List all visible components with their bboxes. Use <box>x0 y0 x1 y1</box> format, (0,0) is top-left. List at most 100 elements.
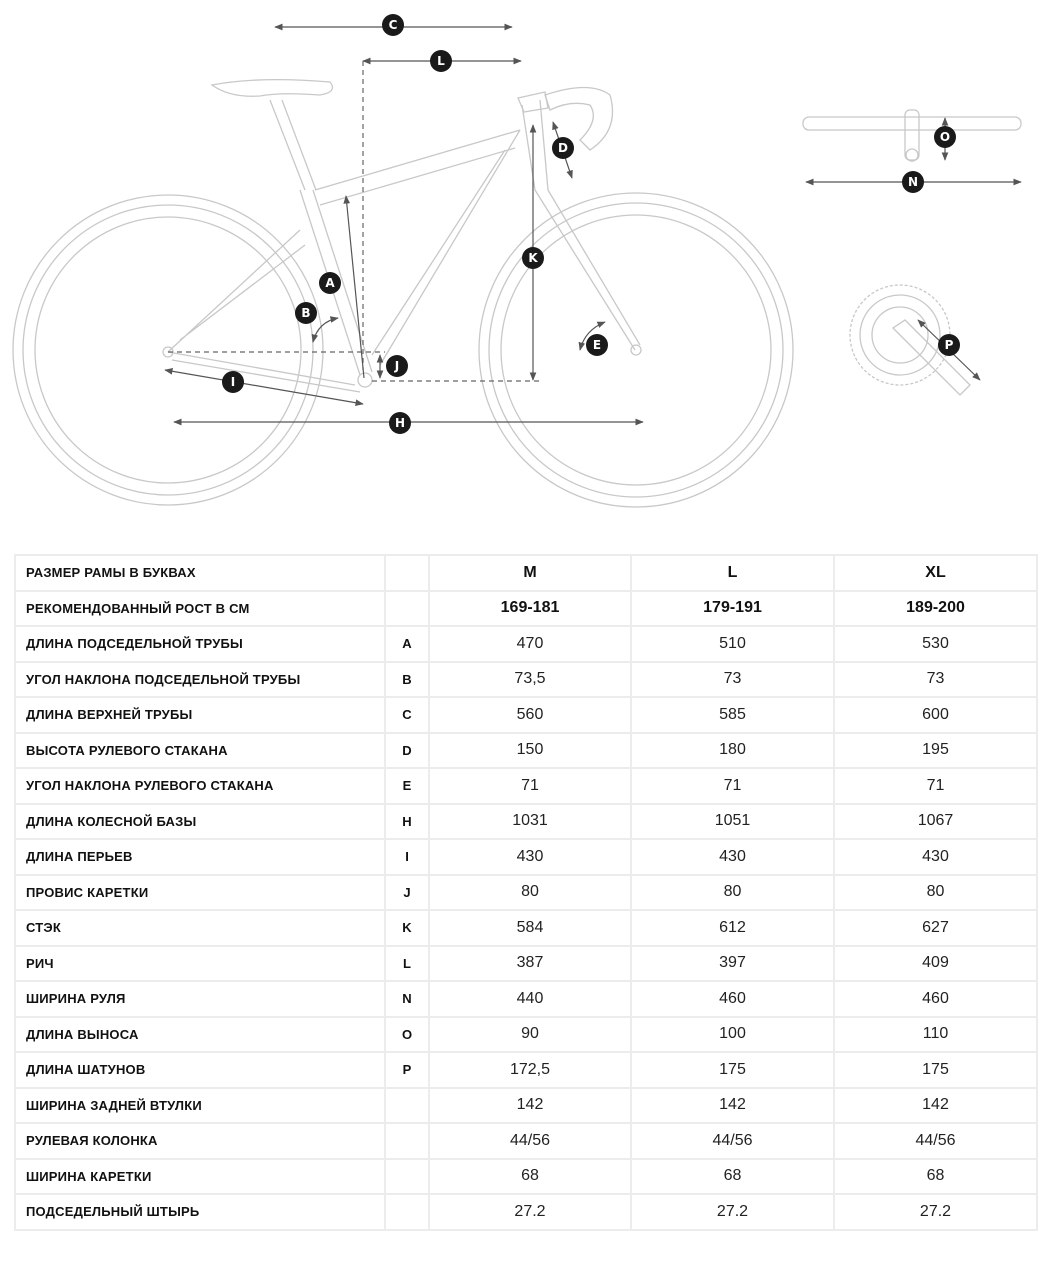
marker-n: N <box>902 171 924 193</box>
value-m: 142 <box>428 1086 632 1124</box>
value-m: 440 <box>428 980 632 1018</box>
value-xl: 627 <box>833 909 1038 947</box>
value-m: 73,5 <box>428 660 632 698</box>
value-m: 1031 <box>428 802 632 840</box>
value-l: 175 <box>630 1051 835 1089</box>
marker-h: H <box>389 412 411 434</box>
row-code: D <box>384 731 430 769</box>
table-row: СТЭК K 584 612 627 <box>14 909 1038 947</box>
table-row: РИЧ L 387 397 409 <box>14 944 1038 982</box>
value-xl: 195 <box>833 731 1038 769</box>
table-row: ДЛИНА ВЫНОСА O 90 100 110 <box>14 1015 1038 1053</box>
value-l: 44/56 <box>630 1122 835 1160</box>
row-label: ДЛИНА ПЕРЬЕВ <box>14 838 386 876</box>
svg-text:H: H <box>395 416 405 430</box>
value-m: 80 <box>428 873 632 911</box>
value-xl: 460 <box>833 980 1038 1018</box>
row-label: РУЛЕВАЯ КОЛОНКА <box>14 1122 386 1160</box>
svg-text:A: A <box>325 276 335 290</box>
value-l: 73 <box>630 660 835 698</box>
bike-geometry-diagram: C L D K A B J E I H O N P <box>12 14 1022 508</box>
value-l: 397 <box>630 944 835 982</box>
value-m: 27.2 <box>428 1193 632 1231</box>
row-label: ШИРИНА ЗАДНЕЙ ВТУЛКИ <box>14 1086 386 1124</box>
marker-a: A <box>319 272 341 294</box>
value-l: 585 <box>630 696 835 734</box>
marker-i: I <box>222 371 244 393</box>
row-label: СТЭК <box>14 909 386 947</box>
row-label: ДЛИНА ВЫНОСА <box>14 1015 386 1053</box>
row-label: УГОЛ НАКЛОНА РУЛЕВОГО СТАКАНА <box>14 767 386 805</box>
value-l: 100 <box>630 1015 835 1053</box>
value-l: 510 <box>630 625 835 663</box>
value-xl: XL <box>833 554 1038 592</box>
row-label: ДЛИНА ШАТУНОВ <box>14 1051 386 1089</box>
table-row: ДЛИНА ШАТУНОВ P 172,5 175 175 <box>14 1051 1038 1089</box>
row-code <box>384 1122 430 1160</box>
row-code: I <box>384 838 430 876</box>
value-l: 430 <box>630 838 835 876</box>
marker-d: D <box>552 137 574 159</box>
value-xl: 68 <box>833 1157 1038 1195</box>
table-row: ДЛИНА ПОДСЕДЕЛЬНОЙ ТРУБЫ A 470 510 530 <box>14 625 1038 663</box>
value-l: 27.2 <box>630 1193 835 1231</box>
svg-text:C: C <box>389 18 398 32</box>
svg-text:E: E <box>593 338 601 352</box>
row-code: C <box>384 696 430 734</box>
svg-text:J: J <box>394 359 399 373</box>
table-row: ШИРИНА ЗАДНЕЙ ВТУЛКИ 142 142 142 <box>14 1086 1038 1124</box>
marker-p: P <box>938 334 960 356</box>
row-code <box>384 1086 430 1124</box>
row-label: УГОЛ НАКЛОНА ПОДСЕДЕЛЬНОЙ ТРУБЫ <box>14 660 386 698</box>
value-xl: 80 <box>833 873 1038 911</box>
value-xl: 600 <box>833 696 1038 734</box>
value-xl: 27.2 <box>833 1193 1038 1231</box>
value-m: 71 <box>428 767 632 805</box>
table-row: ПОДСЕДЕЛЬНЫЙ ШТЫРЬ 27.2 27.2 27.2 <box>14 1193 1038 1231</box>
svg-text:L: L <box>437 54 445 68</box>
value-xl: 44/56 <box>833 1122 1038 1160</box>
value-l: 71 <box>630 767 835 805</box>
row-code: E <box>384 767 430 805</box>
value-m: 150 <box>428 731 632 769</box>
marker-l: L <box>430 50 452 72</box>
row-code <box>384 554 430 592</box>
table-row: ДЛИНА ВЕРХНЕЙ ТРУБЫ C 560 585 600 <box>14 696 1038 734</box>
value-l: 612 <box>630 909 835 947</box>
table-row: ВЫСОТА РУЛЕВОГО СТАКАНА D 150 180 195 <box>14 731 1038 769</box>
table-row: ДЛИНА КОЛЕСНОЙ БАЗЫ H 1031 1051 1067 <box>14 802 1038 840</box>
value-m: M <box>428 554 632 592</box>
value-l: 179-191 <box>630 589 835 627</box>
value-m: 430 <box>428 838 632 876</box>
value-xl: 142 <box>833 1086 1038 1124</box>
marker-k: K <box>522 247 544 269</box>
svg-text:B: B <box>301 306 310 320</box>
table-row: РЕКОМЕНДОВАННЫЙ РОСТ В СМ 169-181 179-191 1… <box>14 589 1038 627</box>
bike-frame <box>162 78 642 393</box>
marker-o: O <box>934 126 956 148</box>
value-m: 172,5 <box>428 1051 632 1089</box>
value-xl: 73 <box>833 660 1038 698</box>
rear-wheel <box>12 194 324 506</box>
row-label: ПОДСЕДЕЛЬНЫЙ ШТЫРЬ <box>14 1193 386 1231</box>
row-code: O <box>384 1015 430 1053</box>
table-row: УГОЛ НАКЛОНА РУЛЕВОГО СТАКАНА E 71 71 71 <box>14 767 1038 805</box>
svg-text:P: P <box>945 338 954 352</box>
marker-e: E <box>586 334 608 356</box>
svg-text:N: N <box>908 175 918 189</box>
marker-c: C <box>382 14 404 36</box>
value-m: 387 <box>428 944 632 982</box>
row-code <box>384 1193 430 1231</box>
value-l: 1051 <box>630 802 835 840</box>
value-l: 68 <box>630 1157 835 1195</box>
svg-text:O: O <box>940 130 950 144</box>
value-xl: 189-200 <box>833 589 1038 627</box>
value-m: 560 <box>428 696 632 734</box>
value-l: 180 <box>630 731 835 769</box>
row-code: B <box>384 660 430 698</box>
value-l: 460 <box>630 980 835 1018</box>
handlebar-top-view <box>802 109 1022 162</box>
table-row: ДЛИНА ПЕРЬЕВ I 430 430 430 <box>14 838 1038 876</box>
value-xl: 1067 <box>833 802 1038 840</box>
table-row: ПРОВИС КАРЕТКИ J 80 80 80 <box>14 873 1038 911</box>
